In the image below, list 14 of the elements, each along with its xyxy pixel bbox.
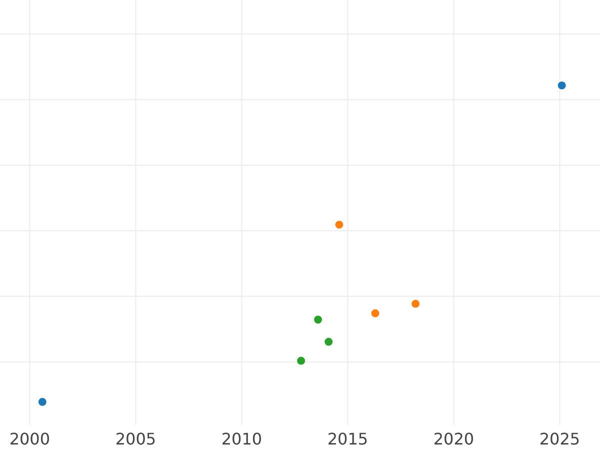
x-tick-label: 2000 bbox=[9, 429, 50, 448]
point bbox=[324, 338, 333, 346]
x-tick-label: 2005 bbox=[115, 429, 156, 448]
point bbox=[558, 81, 566, 90]
x-tick-label: 2025 bbox=[539, 429, 580, 448]
point bbox=[412, 300, 420, 308]
x-tick-label: 2015 bbox=[327, 429, 368, 448]
point bbox=[38, 398, 46, 406]
x-tick-label: 2010 bbox=[221, 429, 262, 448]
point bbox=[335, 220, 344, 229]
x-tick-label: 2020 bbox=[433, 429, 474, 448]
point bbox=[371, 309, 380, 318]
point bbox=[297, 356, 306, 365]
point bbox=[314, 316, 322, 324]
